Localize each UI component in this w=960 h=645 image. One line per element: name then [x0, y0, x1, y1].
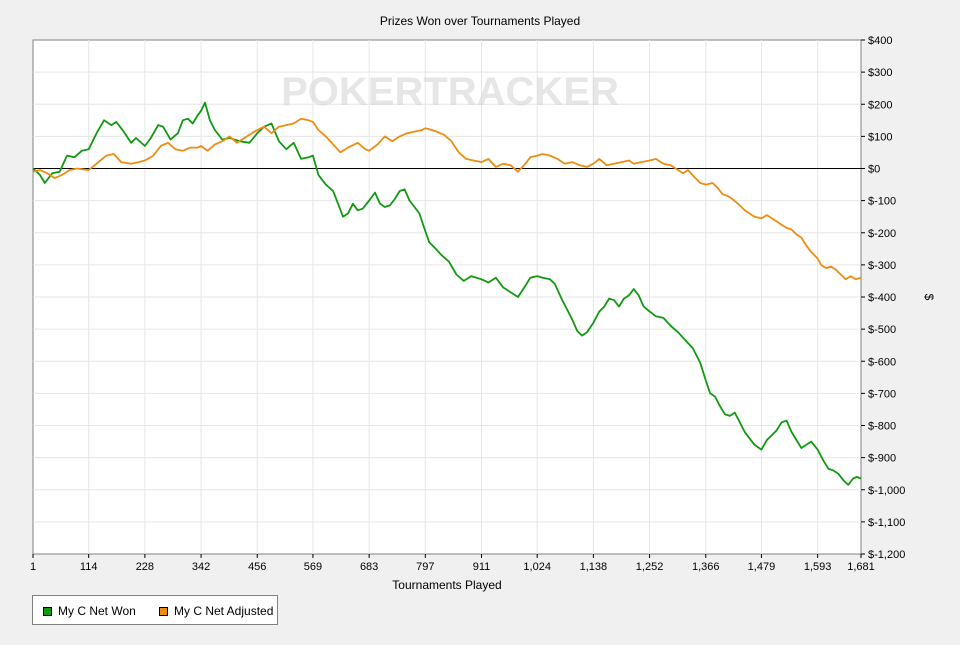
- y-tick-label: $-700: [868, 388, 896, 400]
- legend-swatch-won: [43, 606, 52, 616]
- y-tick-label: $-1,000: [868, 485, 905, 497]
- watermark: POKERTRACKER: [281, 70, 619, 114]
- x-tick-label: 1,479: [748, 561, 776, 573]
- x-tick-label: 683: [360, 561, 378, 573]
- y-tick-label: $-300: [868, 260, 896, 272]
- y-tick-label: $-1,100: [868, 517, 905, 529]
- x-axis: 1 114 228 342 456 569 683 797 911 1,024 1,138 1,252…: [30, 554, 875, 573]
- x-tick-label: 456: [248, 561, 266, 573]
- x-tick-label: 1,681: [847, 561, 875, 573]
- y-tick-label: $-600: [868, 356, 896, 368]
- y-tick-label: $-900: [868, 453, 896, 465]
- x-tick-label: 797: [416, 561, 434, 573]
- chart-title: Prizes Won over Tournaments Played: [379, 14, 581, 28]
- legend-label-adjusted: My C Net Adjusted: [174, 604, 274, 618]
- y-tick-label: $-800: [868, 421, 896, 433]
- x-tick-label: 1,024: [523, 561, 551, 573]
- x-tick-label: 1,138: [580, 561, 608, 573]
- x-tick-label: 342: [192, 561, 210, 573]
- y-axis-label: $: [922, 294, 936, 301]
- x-tick-label: 228: [136, 561, 154, 573]
- y-tick-label: $-100: [868, 196, 896, 208]
- y-tick-label: $-400: [868, 292, 896, 304]
- x-tick-label: 1,366: [692, 561, 720, 573]
- x-tick-label: 569: [304, 561, 322, 573]
- series-layer: [32, 101, 862, 486]
- series-line-net-adjusted: [32, 117, 862, 281]
- y-tick-label: $300: [868, 67, 892, 79]
- x-tick-label: 1,593: [804, 561, 832, 573]
- y-tick-label: $-1,200: [868, 549, 905, 561]
- series-line-net-won: [32, 101, 862, 486]
- legend: My C Net Won My C Net Adjusted: [32, 595, 278, 625]
- x-axis-label: Tournaments Played: [392, 578, 501, 592]
- x-tick-label: 114: [80, 561, 98, 573]
- legend-label-won: My C Net Won: [58, 604, 136, 618]
- y-tick-label: $0: [868, 164, 880, 176]
- y-tick-label: $-200: [868, 228, 896, 240]
- legend-item-won[interactable]: My C Net Won: [43, 604, 136, 618]
- y-tick-label: $400: [868, 35, 892, 47]
- gridlines: [33, 40, 861, 554]
- y-tick-label: $200: [868, 99, 892, 111]
- legend-swatch-adjusted: [159, 606, 168, 616]
- x-tick-label: 1,252: [636, 561, 664, 573]
- y-tick-label: $-500: [868, 324, 896, 336]
- x-tick-label: 1: [30, 561, 36, 573]
- x-tick-label: 911: [473, 561, 491, 573]
- y-tick-label: $100: [868, 131, 892, 143]
- y-axis: $400 $300 $200 $100 $0 $-100 $-200 $-300 $-400 $-…: [861, 35, 905, 561]
- legend-item-adjusted[interactable]: My C Net Adjusted: [159, 604, 273, 618]
